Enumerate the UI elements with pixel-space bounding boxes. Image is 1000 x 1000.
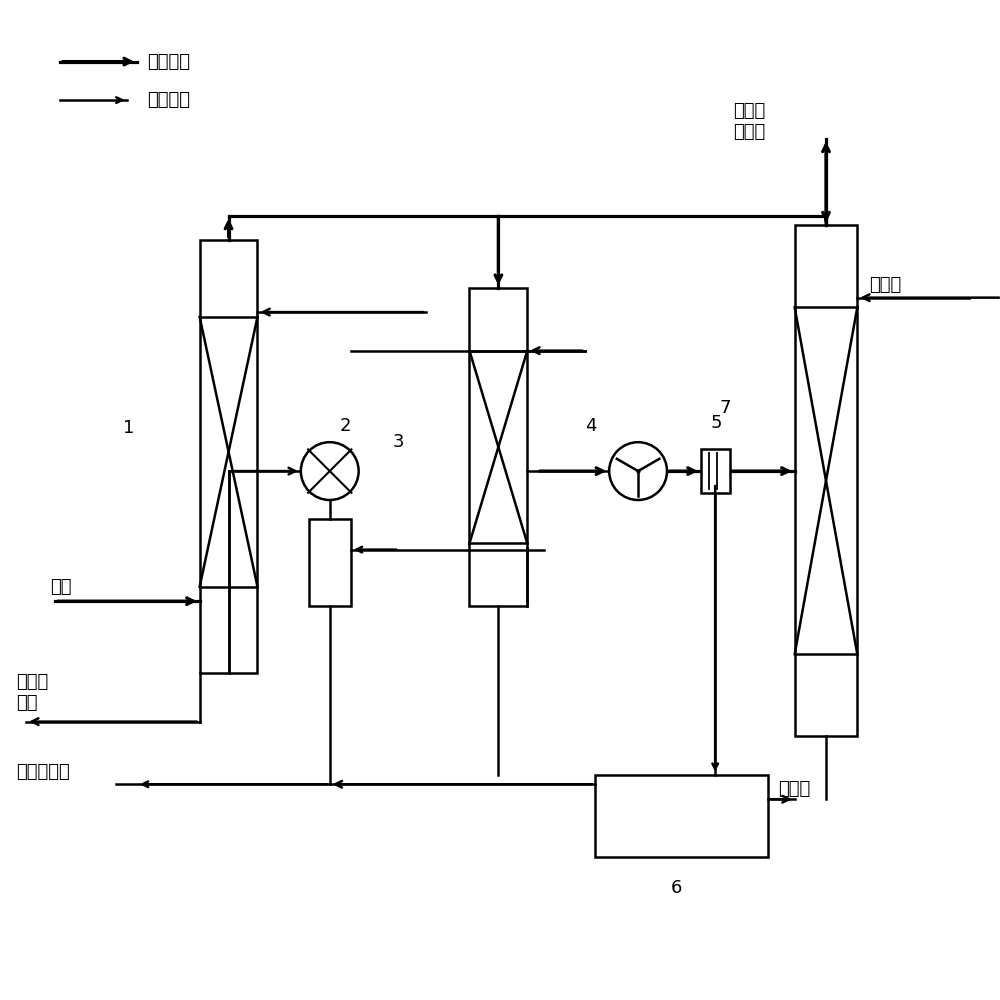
Bar <box>595 775 768 857</box>
Circle shape <box>301 442 359 500</box>
Text: 冷却循环水: 冷却循环水 <box>17 763 70 781</box>
Bar <box>200 240 257 673</box>
Text: 脱盐水: 脱盐水 <box>869 276 901 294</box>
Text: 6: 6 <box>671 879 682 897</box>
Text: 5: 5 <box>710 414 722 432</box>
Text: 7: 7 <box>720 399 731 417</box>
Circle shape <box>609 442 667 500</box>
Text: 3: 3 <box>392 433 404 451</box>
Bar <box>309 519 351 606</box>
Text: 气流通路: 气流通路 <box>147 53 190 71</box>
Text: 再生酸
酸液: 再生酸 酸液 <box>17 673 49 712</box>
Text: 净化废
气排空: 净化废 气排空 <box>733 102 765 141</box>
Text: 液流通路: 液流通路 <box>147 91 190 109</box>
Bar <box>701 449 730 493</box>
Bar <box>469 288 527 606</box>
Bar <box>795 225 857 736</box>
Text: 吸收水: 吸收水 <box>778 780 810 798</box>
Text: 1: 1 <box>123 419 134 437</box>
Text: 4: 4 <box>585 417 597 435</box>
Text: 2: 2 <box>339 417 351 435</box>
Text: 废气: 废气 <box>50 578 72 596</box>
